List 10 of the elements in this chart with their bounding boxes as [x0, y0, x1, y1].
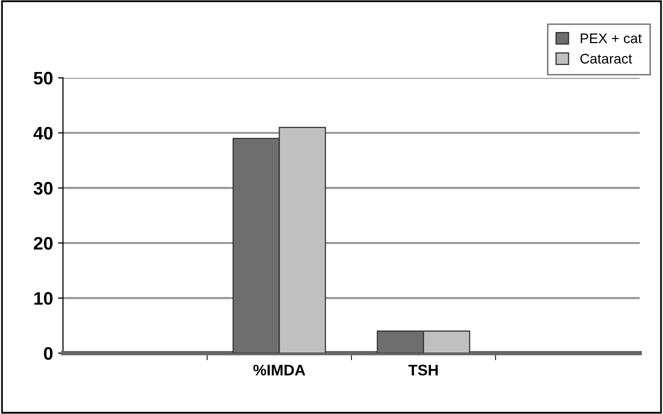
x-tick-label: %IMDA — [253, 364, 306, 376]
y-tick-label: 10 — [34, 292, 53, 305]
legend-label: Cataract — [580, 54, 632, 64]
x-tick-label: TSH — [408, 364, 438, 376]
y-tick-label: 50 — [34, 72, 53, 85]
legend-label: PEX + cat — [580, 34, 642, 44]
y-tick-label: 30 — [34, 182, 53, 195]
y-tick-label: 40 — [33, 126, 53, 140]
y-tick-label: 20 — [34, 236, 53, 250]
y-tick-label: 0 — [44, 347, 53, 360]
